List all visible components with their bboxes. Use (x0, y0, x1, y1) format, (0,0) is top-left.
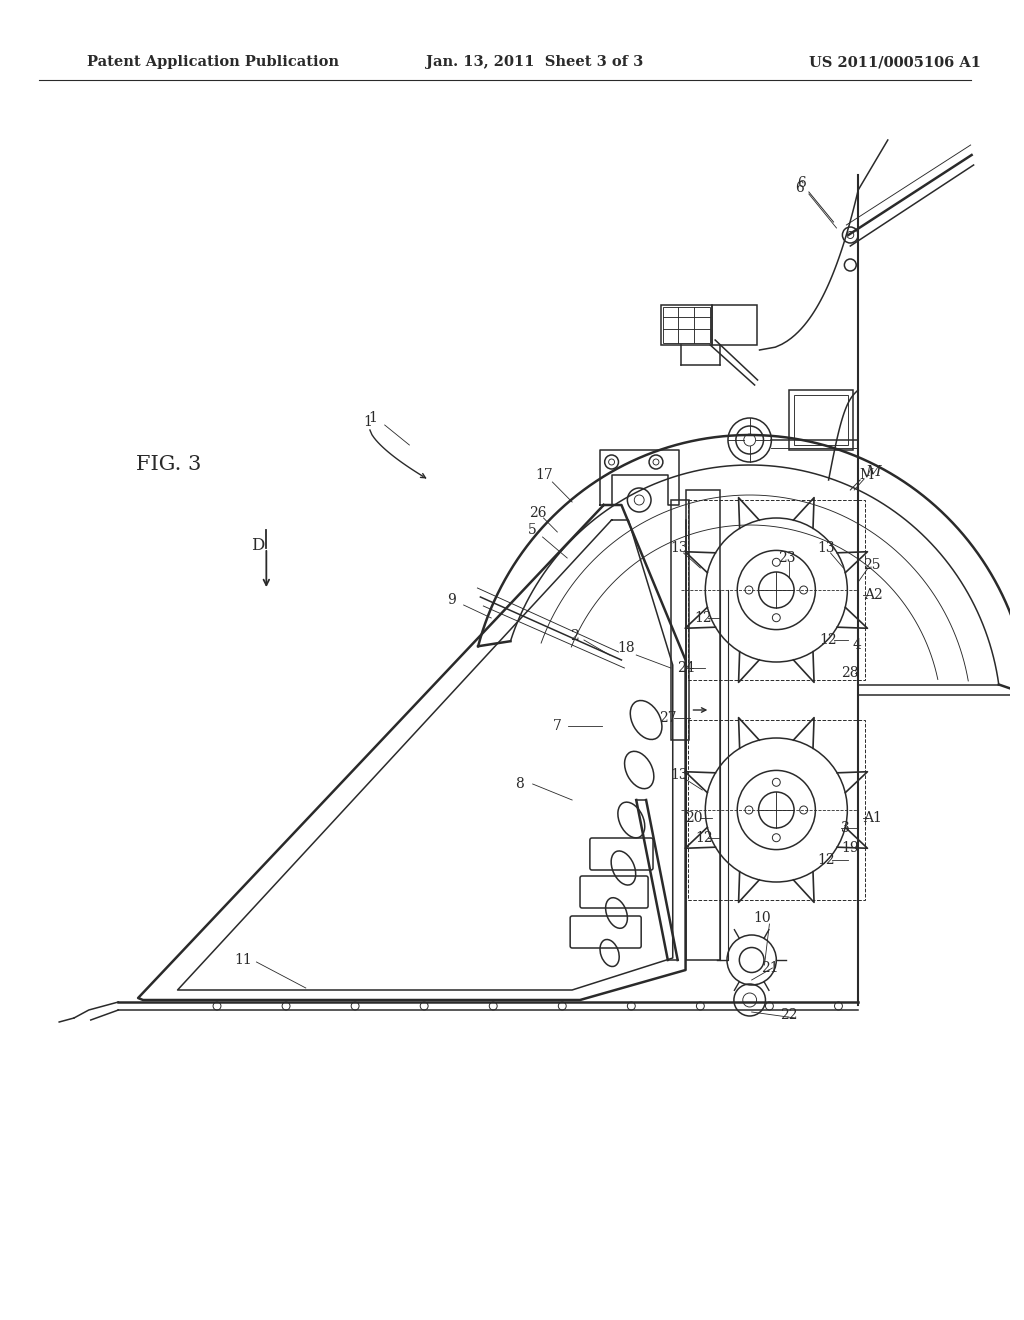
Text: FIG. 3: FIG. 3 (136, 455, 202, 474)
Text: 19: 19 (842, 841, 859, 855)
Text: Jan. 13, 2011  Sheet 3 of 3: Jan. 13, 2011 Sheet 3 of 3 (426, 55, 643, 69)
Text: 13: 13 (670, 768, 687, 781)
Text: 21: 21 (761, 961, 778, 975)
Text: 12: 12 (695, 832, 713, 845)
Text: US 2011/0005106 A1: US 2011/0005106 A1 (809, 55, 981, 69)
Text: 3: 3 (841, 821, 850, 836)
Text: 2: 2 (569, 630, 579, 643)
Text: 25: 25 (863, 558, 881, 572)
Text: 7: 7 (553, 719, 562, 733)
Text: 13: 13 (818, 541, 836, 554)
Bar (660, 305, 713, 345)
Text: 12: 12 (820, 634, 838, 647)
Text: 17: 17 (536, 469, 553, 482)
Text: 10: 10 (754, 911, 771, 925)
Bar (685, 490, 720, 960)
Text: 12: 12 (818, 853, 836, 867)
Text: 1: 1 (362, 414, 372, 429)
Text: 27: 27 (659, 711, 677, 725)
Bar (687, 500, 865, 680)
Text: 22: 22 (780, 1008, 798, 1022)
Text: D: D (252, 536, 265, 553)
Text: 20: 20 (685, 810, 702, 825)
Text: M: M (859, 469, 873, 482)
Text: A2: A2 (863, 587, 883, 602)
Bar (790, 389, 853, 450)
Bar (663, 308, 711, 343)
Text: 4: 4 (853, 638, 861, 652)
Text: Patent Application Publication: Patent Application Publication (87, 55, 339, 69)
Text: 6: 6 (795, 181, 804, 195)
Text: 1: 1 (369, 411, 377, 425)
Bar (687, 719, 865, 900)
Text: 13: 13 (670, 541, 687, 554)
Text: 8: 8 (515, 777, 524, 791)
Text: M: M (865, 465, 881, 479)
Text: 24: 24 (677, 661, 694, 675)
Text: 28: 28 (842, 667, 859, 680)
Text: 9: 9 (447, 593, 456, 607)
Text: 26: 26 (528, 506, 547, 520)
Text: A1: A1 (863, 810, 883, 825)
Bar (794, 395, 848, 445)
Text: 12: 12 (694, 611, 712, 624)
Bar (671, 500, 688, 741)
Text: 23: 23 (778, 550, 796, 565)
Text: 18: 18 (617, 642, 635, 655)
Text: 6: 6 (797, 176, 806, 190)
Bar (713, 305, 757, 345)
Text: 11: 11 (234, 953, 253, 968)
Text: 5: 5 (528, 523, 537, 537)
